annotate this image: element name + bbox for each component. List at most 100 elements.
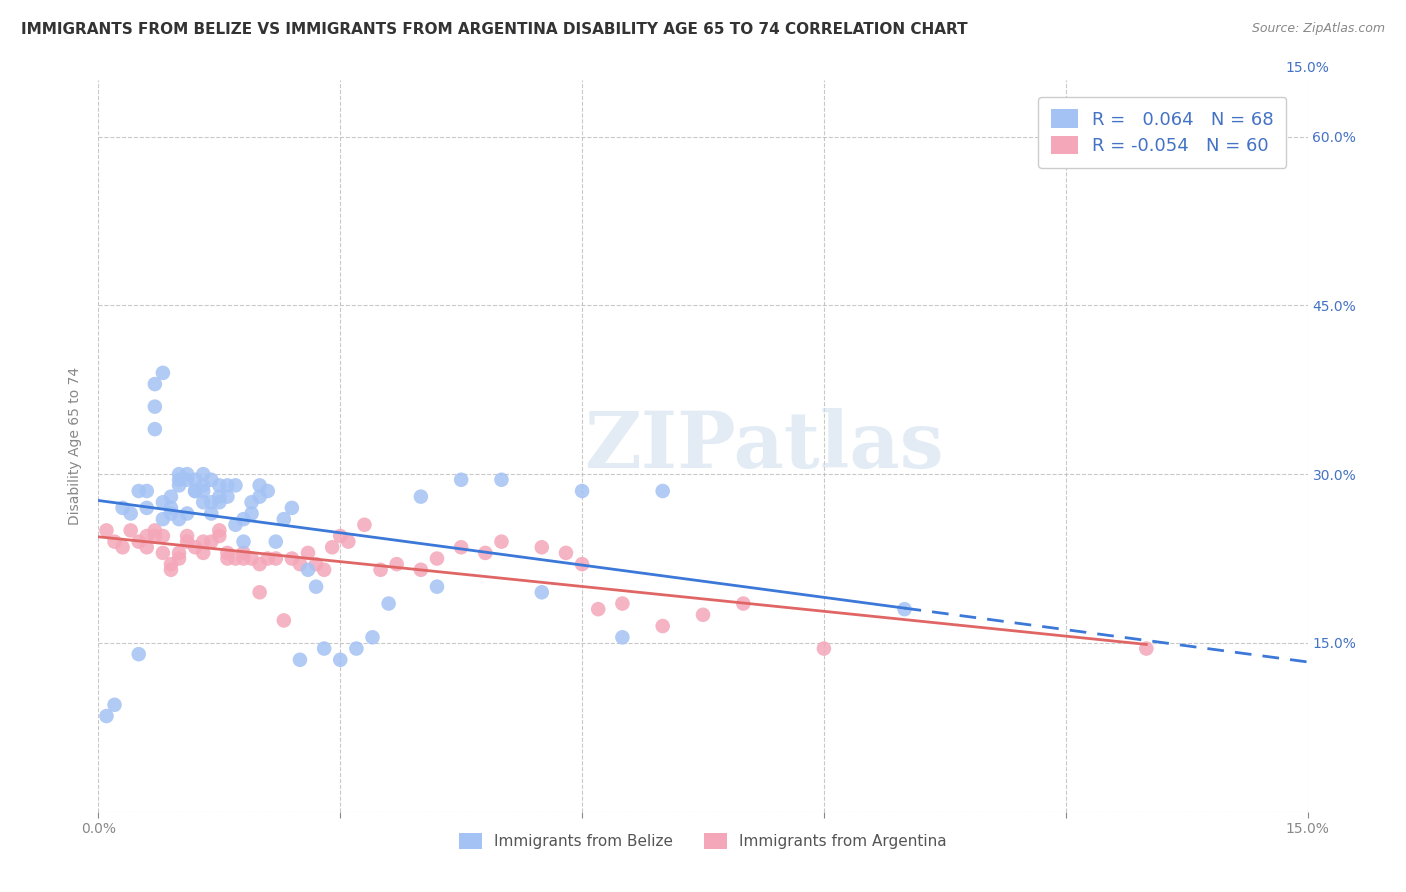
Point [305,580,328,594]
Point [240,495,263,509]
Point [377,597,399,611]
Point [152,512,174,526]
Point [612,630,634,644]
Point [208,490,231,504]
Point [193,495,215,509]
Point [586,602,609,616]
Point [200,507,222,521]
Point [103,534,125,549]
Point [120,524,142,538]
Point [217,546,239,560]
Point [184,483,207,498]
Point [111,500,134,515]
Point [321,541,343,555]
Point [96,524,118,538]
Point [612,597,634,611]
Point [450,473,472,487]
Point [409,490,432,504]
Point [409,563,432,577]
Point [167,473,190,487]
Point [152,546,174,560]
Point [692,607,714,622]
Point [184,473,207,487]
Point [281,551,304,566]
Point [353,517,375,532]
Point [426,551,449,566]
Point [167,512,190,526]
Point [160,563,183,577]
Point [651,483,673,498]
Point [249,478,271,492]
Point [200,534,222,549]
Point [128,534,150,549]
Point [143,524,166,538]
Point [160,507,183,521]
Point [297,546,319,560]
Point [184,541,207,555]
Point [167,467,190,482]
Point [143,377,166,392]
Point [256,483,278,498]
Point [135,500,157,515]
Point [135,529,157,543]
Point [232,534,254,549]
Point [193,546,215,560]
Point [474,546,496,560]
Point [288,653,311,667]
Point [530,541,553,555]
Point [240,551,263,566]
Point [167,546,190,560]
Point [160,490,183,504]
Point [208,524,231,538]
Point [361,630,384,644]
Point [370,563,392,577]
Point [167,478,190,492]
Point [733,597,755,611]
Point [111,541,134,555]
Point [256,551,278,566]
Point [240,507,263,521]
Point [160,500,183,515]
Point [337,534,360,549]
Point [530,585,553,599]
Point [135,483,157,498]
Point [305,557,328,571]
Point [120,507,142,521]
Point [651,619,673,633]
Point [143,400,166,414]
Point [143,529,166,543]
Point [249,557,271,571]
Point [200,495,222,509]
Point [152,529,174,543]
Point [314,641,336,656]
Point [264,551,287,566]
Point [152,366,174,380]
Point [450,541,472,555]
Point [249,585,271,599]
Point [555,546,578,560]
Point [160,557,183,571]
Point [217,490,239,504]
Point [893,602,915,616]
Point [344,641,367,656]
Point [208,478,231,492]
Point [184,483,207,498]
Point [571,557,593,571]
Point [217,551,239,566]
Point [176,507,198,521]
Text: ZIPatlas: ZIPatlas [583,408,943,484]
Point [193,534,215,549]
Text: IMMIGRANTS FROM BELIZE VS IMMIGRANTS FROM ARGENTINA DISABILITY AGE 65 TO 74 CORR: IMMIGRANTS FROM BELIZE VS IMMIGRANTS FRO… [21,22,967,37]
Point [281,500,304,515]
Point [232,512,254,526]
Point [208,495,231,509]
Point [224,517,246,532]
Point [385,557,408,571]
Point [103,698,125,712]
Point [491,473,513,487]
Point [329,653,352,667]
Point [135,541,157,555]
Point [224,551,246,566]
Point [297,563,319,577]
Point [193,478,215,492]
